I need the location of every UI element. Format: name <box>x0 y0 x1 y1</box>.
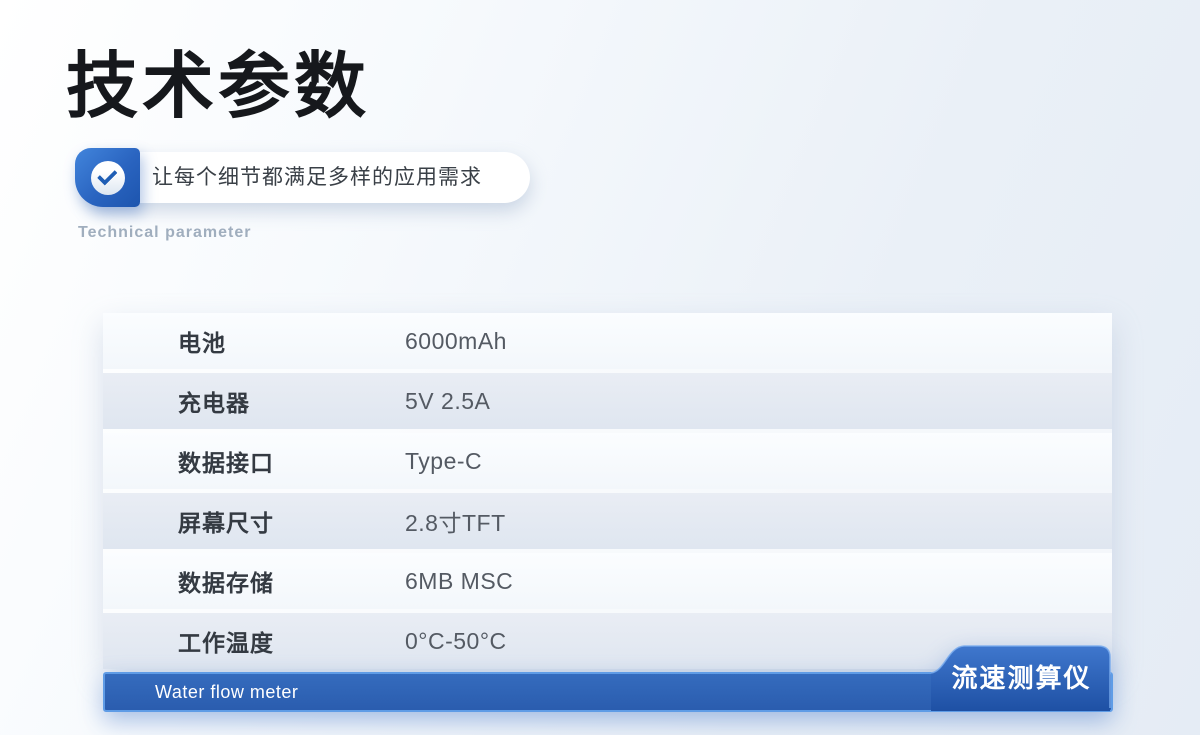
bottom-banner: Water flow meter 流速测算仪 <box>103 645 1113 712</box>
check-badge <box>75 148 140 207</box>
spec-row-storage: 数据存储 6MB MSC <box>103 553 1112 609</box>
spec-label: 屏幕尺寸 <box>178 510 274 536</box>
product-name-en: Water flow meter <box>155 682 299 702</box>
spec-value: 0°C-50°C <box>405 627 507 654</box>
spec-value: Type-C <box>405 447 483 474</box>
banner-shape <box>103 645 1113 712</box>
page-title: 技术参数 <box>66 47 371 127</box>
product-name-zh: 流速测算仪 <box>951 663 1092 693</box>
spec-label: 工作温度 <box>178 630 274 656</box>
check-icon <box>90 160 125 195</box>
spec-label: 电池 <box>178 330 226 356</box>
spec-row-screen-size: 屏幕尺寸 2.8寸TFT <box>103 493 1112 549</box>
banner-bar <box>103 672 1113 712</box>
tagline-pill: 让每个细节都满足多样的应用需求 <box>90 152 530 203</box>
spec-value: 5V 2.5A <box>405 387 491 414</box>
spec-value: 6MB MSC <box>405 567 514 594</box>
spec-row-temperature: 工作温度 0°C-50°C <box>103 613 1112 669</box>
tagline-text: 让每个细节都满足多样的应用需求 <box>152 166 482 189</box>
spec-row-data-port: 数据接口 Type-C <box>103 433 1112 489</box>
subtitle-en: Technical parameter <box>78 224 252 241</box>
spec-label: 充电器 <box>178 390 250 416</box>
spec-table: 电池 6000mAh 充电器 5V 2.5A 数据接口 Type-C 屏幕尺寸 … <box>103 313 1112 669</box>
spec-value: 2.8寸TFT <box>405 510 506 536</box>
spec-label: 数据存储 <box>178 570 274 596</box>
spec-row-battery: 电池 6000mAh <box>103 313 1112 369</box>
spec-row-charger: 充电器 5V 2.5A <box>103 373 1112 429</box>
spec-label: 数据接口 <box>178 450 274 476</box>
spec-value: 6000mAh <box>405 327 507 354</box>
banner-tab <box>931 646 1110 711</box>
